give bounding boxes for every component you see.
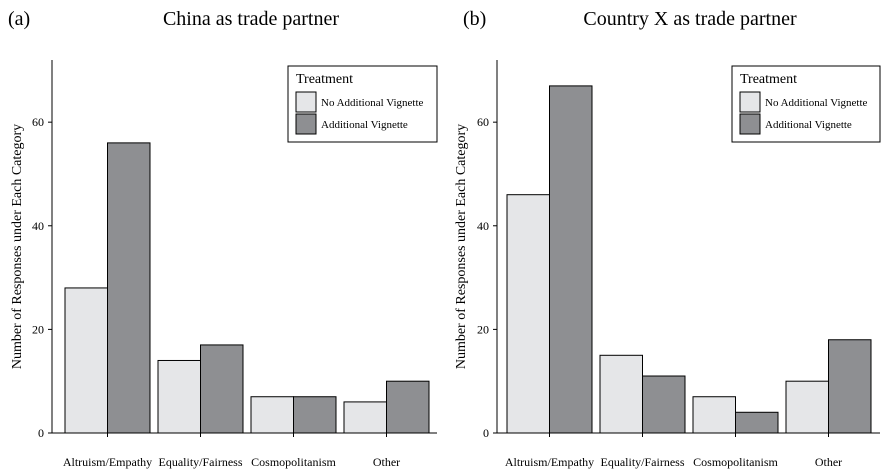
bar-no-vignette-3	[785, 380, 829, 434]
bar-no-vignette-0	[506, 194, 550, 434]
legend-title: Treatment	[740, 72, 797, 87]
x-tick-label: Other	[373, 455, 400, 469]
x-tick-label: Equality/Fairness	[601, 455, 685, 469]
bar-vignette-0	[107, 142, 151, 434]
y-axis-title: Number of Responses under Each Category	[454, 124, 469, 369]
y-tick-label: 40	[32, 219, 44, 233]
legend-swatch-vignette	[739, 113, 761, 135]
chart-panel-a: (a) China as trade partner 0 20 40 60 Number o…	[8, 8, 438, 469]
x-tick-label: Altruism/Empathy	[63, 455, 152, 469]
bar-vignette-3	[828, 339, 872, 434]
bar-no-vignette-1	[599, 354, 643, 434]
bar-no-vignette-1	[157, 359, 201, 434]
y-tick-label: 60	[477, 115, 489, 129]
y-axis-title: Number of Responses under Each Category	[10, 124, 25, 369]
legend-label: No Additional Vignette	[765, 97, 868, 109]
legend-swatch-no-vignette	[739, 91, 761, 113]
legend-label: No Additional Vignette	[321, 97, 424, 109]
panel-label: (b)	[463, 8, 486, 30]
chart-title: China as trade partner	[163, 8, 339, 30]
x-tick-label: Equality/Fairness	[159, 455, 243, 469]
chart-panel-b: (b) Country X as trade partner 0 20 40 60 Numb…	[454, 8, 881, 469]
bar-vignette-2	[293, 396, 337, 434]
legend-title: Treatment	[296, 72, 353, 87]
y-tick-label: 40	[477, 219, 489, 233]
chart-title: Country X as trade partner	[583, 8, 797, 30]
y-tick-label: 60	[32, 115, 44, 129]
legend-swatch-vignette	[295, 113, 317, 135]
bar-vignette-0	[549, 85, 593, 434]
x-tick-label: Cosmopolitanism	[251, 455, 336, 469]
bar-no-vignette-2	[250, 396, 294, 434]
y-tick-label: 0	[38, 426, 44, 440]
panel-label: (a)	[8, 8, 30, 30]
x-tick-label: Altruism/Empathy	[505, 455, 594, 469]
x-tick-label: Other	[815, 455, 842, 469]
y-tick-label: 20	[477, 322, 489, 336]
x-tick-label: Cosmopolitanism	[693, 455, 778, 469]
y-tick-label: 20	[32, 322, 44, 336]
bar-no-vignette-2	[692, 396, 736, 434]
bar-no-vignette-3	[343, 401, 387, 434]
bar-vignette-3	[386, 380, 430, 434]
y-tick-label: 0	[483, 426, 489, 440]
bar-vignette-1	[200, 344, 244, 434]
bar-vignette-1	[642, 375, 686, 434]
legend-label: Additional Vignette	[765, 119, 852, 131]
legend-swatch-no-vignette	[295, 91, 317, 113]
bar-vignette-2	[735, 411, 779, 434]
bar-no-vignette-0	[64, 287, 108, 434]
legend-box	[287, 65, 438, 143]
legend-label: Additional Vignette	[321, 119, 408, 131]
